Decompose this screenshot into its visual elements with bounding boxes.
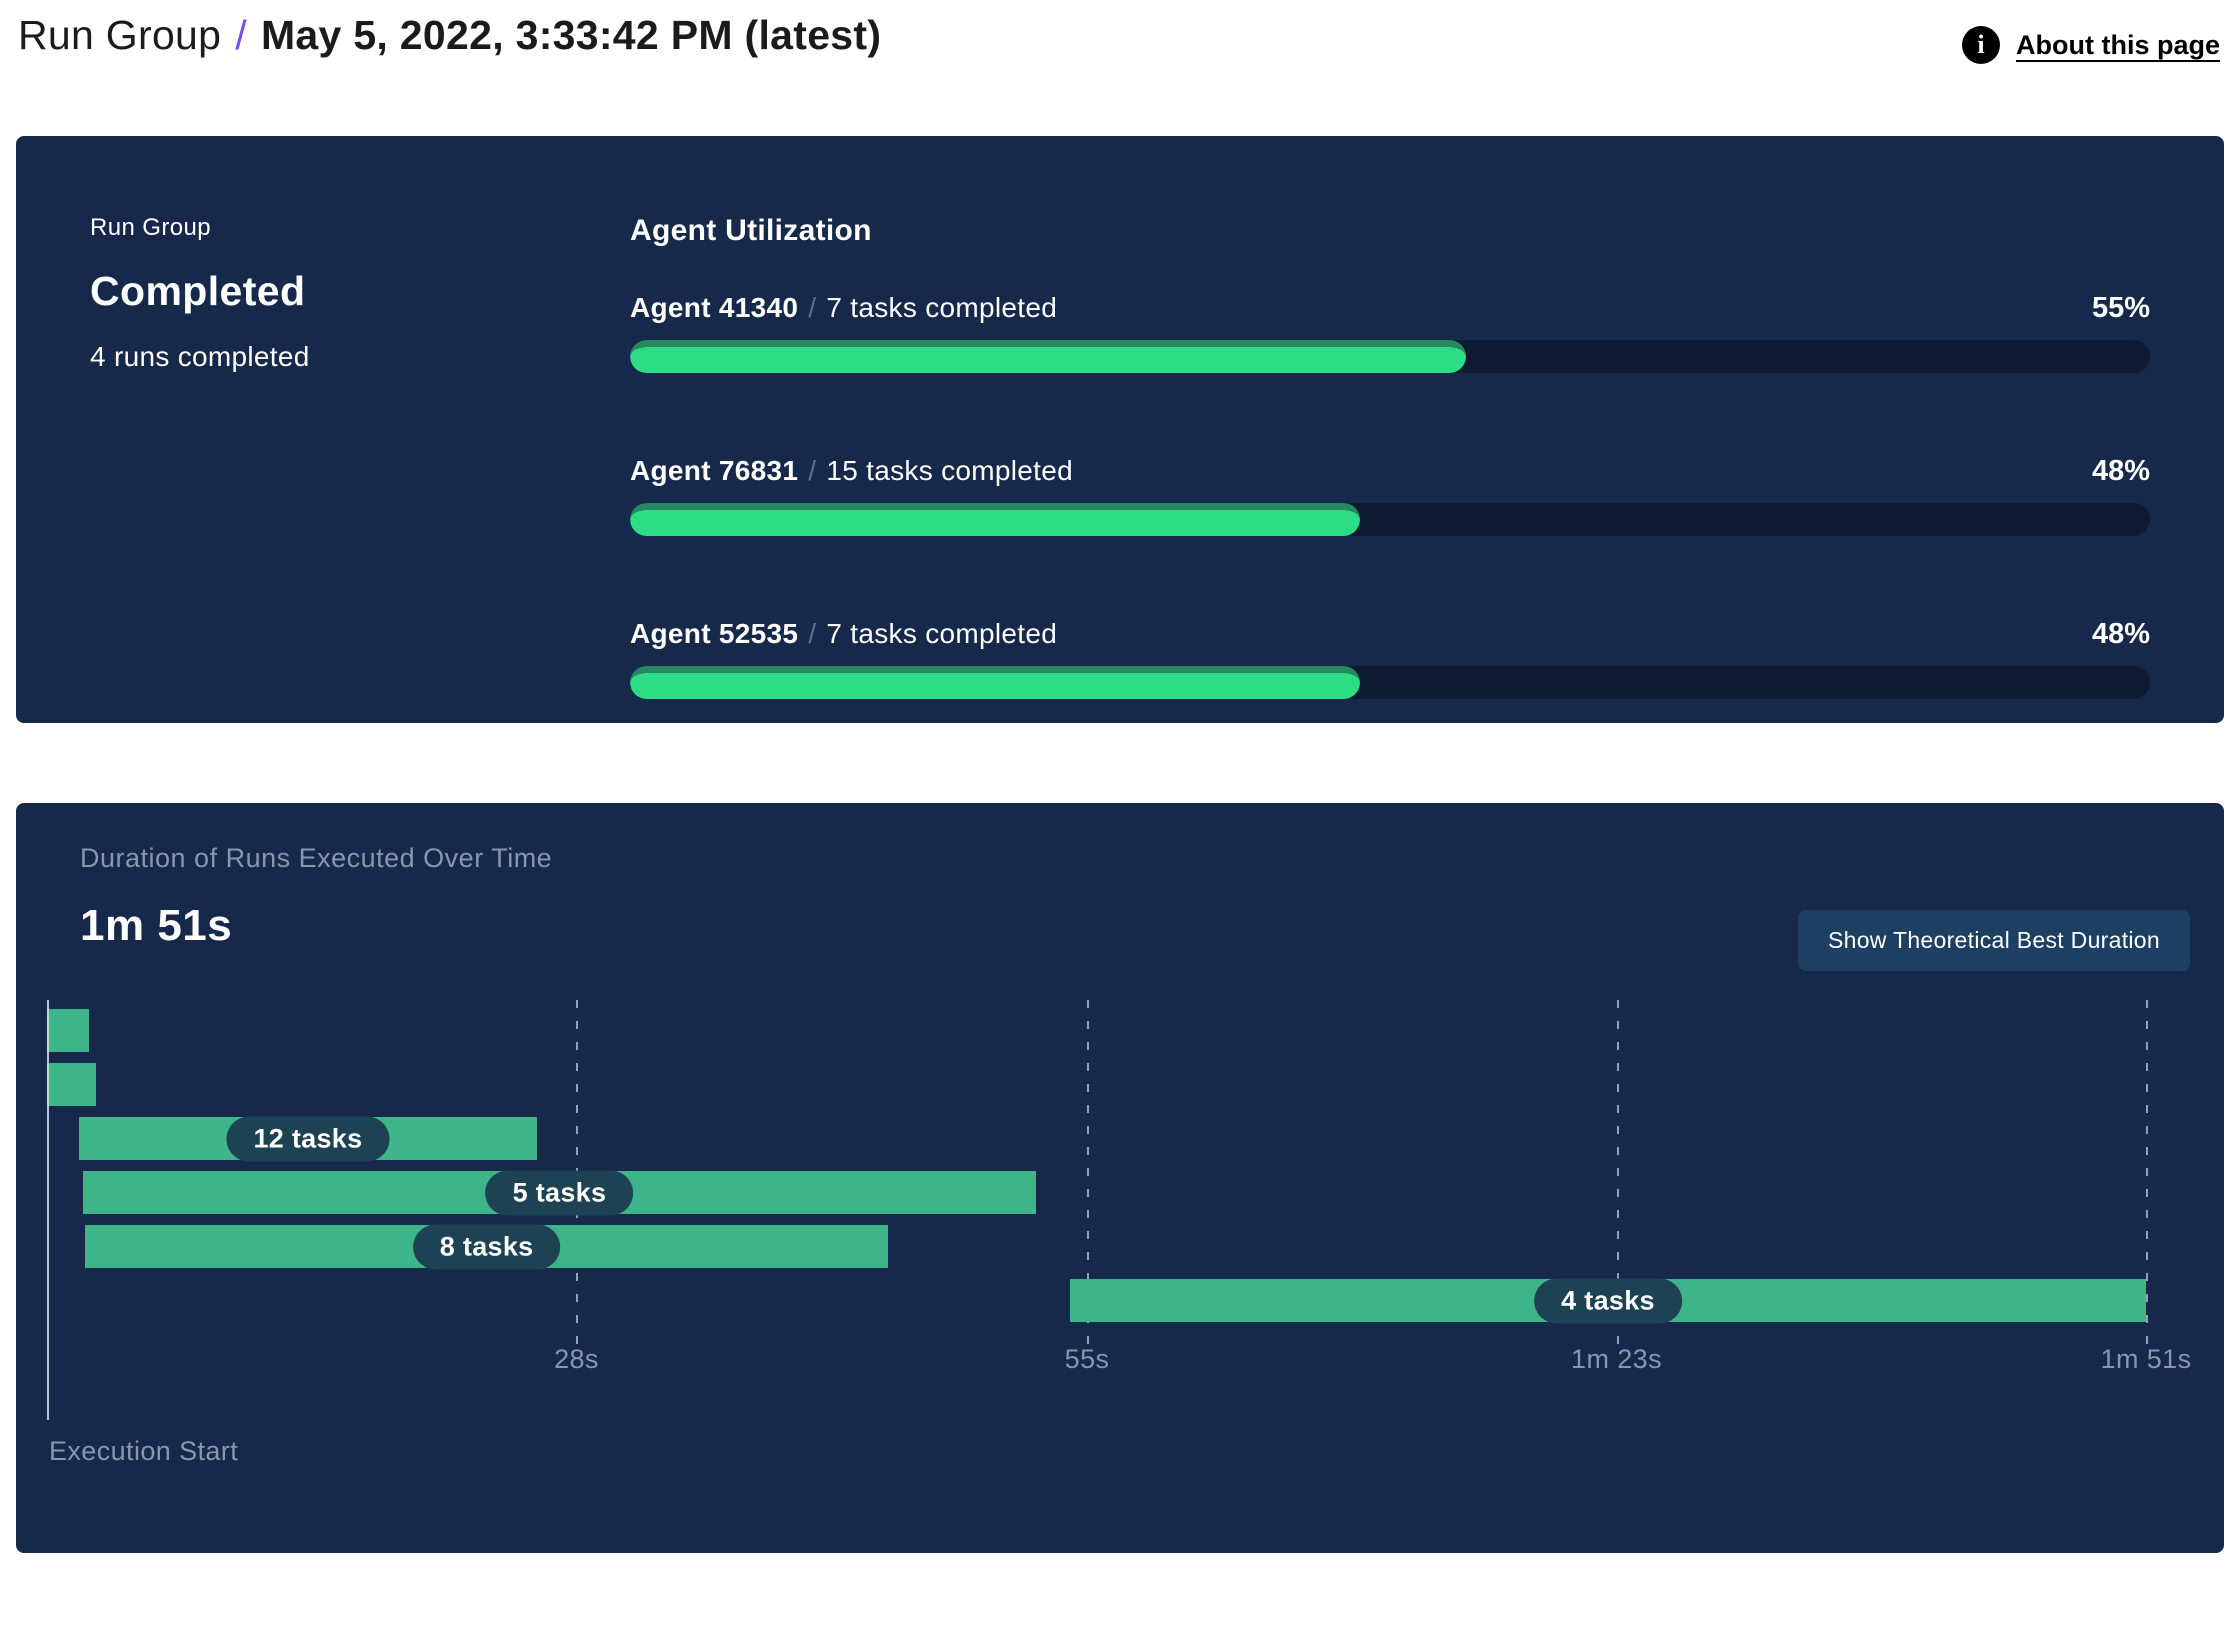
- run-duration-bar[interactable]: 8 tasks: [84, 1224, 889, 1269]
- agent-label-line: Agent 76831 / 15 tasks completed 48%: [630, 455, 2150, 488]
- about-this-page-label: About this page: [2016, 29, 2220, 60]
- agent-utilization-percent: 48%: [2091, 455, 2150, 487]
- agent-utilization-panel: Agent Utilization Agent 41340 / 7 tasks co…: [630, 214, 2150, 723]
- agent-label-separator: /: [808, 618, 817, 649]
- duration-chart-card: Duration of Runs Executed Over Time 1m 5…: [16, 803, 2224, 1553]
- execution-start-axis-line: [47, 1000, 49, 1420]
- axis-tick-label: 55s: [1064, 1344, 1110, 1374]
- task-count-badge: 4 tasks: [1534, 1278, 1682, 1323]
- agent-tasks-completed: 15 tasks completed: [826, 455, 1073, 486]
- run-duration-bar[interactable]: 4 tasks: [1070, 1278, 2146, 1323]
- agent-utilization-fill: [630, 340, 1466, 373]
- agent-utilization-track: [630, 340, 2150, 373]
- info-icon-glyph: i: [1977, 30, 1985, 59]
- gridline: [2146, 1000, 2148, 1348]
- axis-tick-label: 28s: [554, 1344, 599, 1374]
- agent-utilization-fill: [630, 666, 1360, 699]
- agent-id: Agent 41340: [630, 292, 799, 323]
- task-count-badge: 5 tasks: [485, 1170, 634, 1215]
- agent-label-separator: /: [808, 292, 817, 323]
- agent-rows: Agent 41340 / 7 tasks completed 55% Agent 76…: [630, 292, 2150, 699]
- page-header: Run Group / May 5, 2022, 3:33:42 PM (lates…: [0, 0, 2240, 136]
- page-title: Run Group / May 5, 2022, 3:33:42 PM (lates…: [18, 12, 881, 59]
- agent-tasks-completed: 7 tasks completed: [826, 292, 1058, 323]
- agent-label: Agent 76831 / 15 tasks completed: [630, 455, 1073, 487]
- agent-label-separator: /: [808, 455, 817, 486]
- info-icon: i: [1962, 26, 2000, 64]
- run-group-date-title: May 5, 2022, 3:33:42 PM (latest): [260, 12, 882, 58]
- agent-label: Agent 52535 / 7 tasks completed: [630, 618, 1057, 650]
- agent-label: Agent 41340 / 7 tasks completed: [630, 292, 1057, 324]
- agent-utilization-percent: 55%: [2091, 292, 2150, 324]
- run-duration-bar[interactable]: [47, 1063, 97, 1106]
- run-group-status: Completed: [90, 268, 306, 314]
- agent-label-line: Agent 41340 / 7 tasks completed 55%: [630, 292, 2150, 325]
- about-this-page-link[interactable]: i About this page: [1962, 26, 2220, 64]
- runs-completed-count: 4 runs completed: [90, 341, 310, 372]
- agent-label-line: Agent 52535 / 7 tasks completed 48%: [630, 618, 2150, 651]
- task-count-badge: 12 tasks: [226, 1116, 390, 1161]
- run-duration-bar[interactable]: [47, 1009, 89, 1052]
- agent-utilization-fill: [630, 503, 1360, 536]
- show-theoretical-best-duration-button[interactable]: Show Theoretical Best Duration: [1797, 910, 2190, 971]
- agent-utilization-title: Agent Utilization: [630, 214, 872, 247]
- agent-row: Agent 41340 / 7 tasks completed 55%: [630, 292, 2150, 373]
- run-duration-bar[interactable]: 5 tasks: [82, 1170, 1036, 1215]
- agent-id: Agent 52535: [630, 618, 799, 649]
- axis-tick-label: 1m 51s: [2100, 1344, 2192, 1374]
- gantt-plot: 28s 55s 1m 23s 1m 51s 12 tasks 5 tasks 8 tasks…: [47, 1000, 2191, 1374]
- total-duration-value: 1m 51s: [80, 901, 233, 950]
- gridline: [1087, 1000, 1090, 1348]
- axis-tick-label: 1m 23s: [1571, 1344, 1662, 1374]
- agent-utilization-track: [630, 503, 2150, 536]
- agent-row: Agent 52535 / 7 tasks completed 48%: [630, 618, 2150, 699]
- run-duration-bar[interactable]: 12 tasks: [79, 1116, 537, 1161]
- agent-tasks-completed: 7 tasks completed: [826, 618, 1058, 649]
- breadcrumb-separator: /: [235, 12, 247, 58]
- run-group-status-panel: Run Group Completed 4 runs completed: [90, 214, 630, 723]
- breadcrumb-run-group[interactable]: Run Group: [18, 12, 222, 58]
- run-group-label: Run Group: [90, 214, 211, 241]
- task-count-badge: 8 tasks: [412, 1224, 561, 1269]
- agent-row: Agent 76831 / 15 tasks completed 48%: [630, 455, 2150, 536]
- agent-utilization-percent: 48%: [2091, 618, 2150, 650]
- run-summary-card: Run Group Completed 4 runs completed Age…: [16, 136, 2224, 723]
- agent-id: Agent 76831: [630, 455, 799, 486]
- execution-start-label: Execution Start: [49, 1436, 239, 1466]
- duration-chart-title: Duration of Runs Executed Over Time: [80, 843, 553, 873]
- gridline: [1616, 1000, 1619, 1348]
- agent-utilization-track: [630, 666, 2150, 699]
